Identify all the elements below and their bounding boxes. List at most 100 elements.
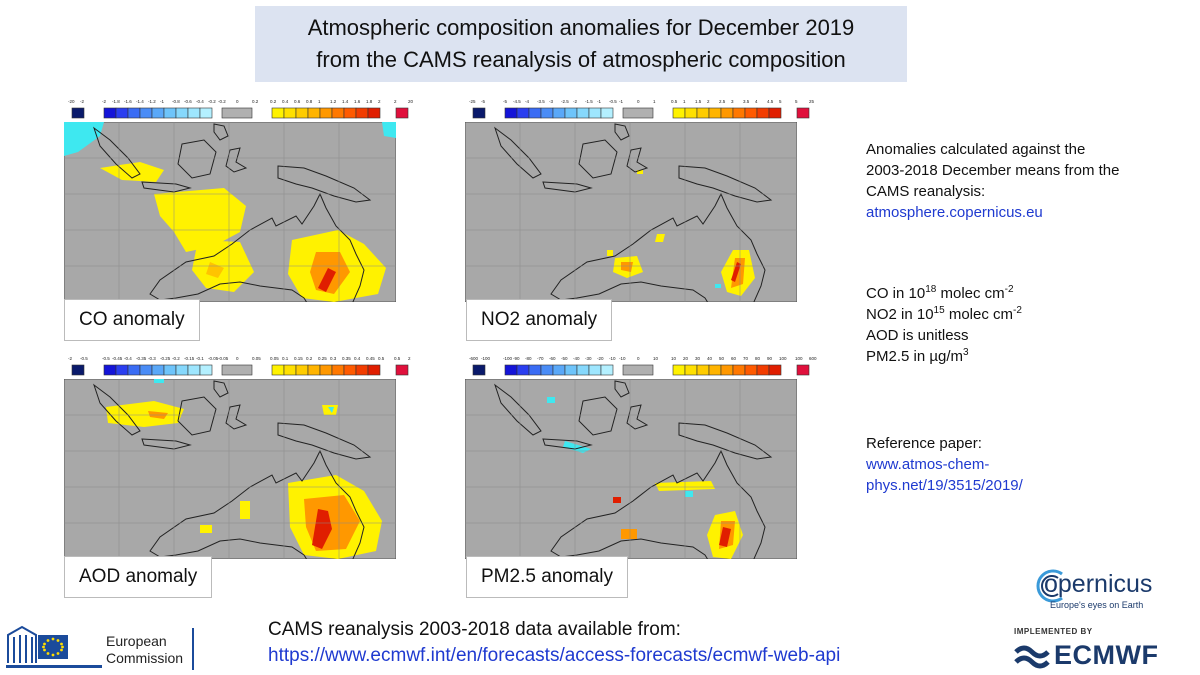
- pm25-peak-anomaly: [613, 497, 621, 503]
- colorbar-swatch: [295, 107, 309, 119]
- colorbar-tick-label: -1.8: [112, 99, 120, 104]
- co-negative-anomaly: [382, 122, 396, 138]
- colorbar-tick-label: -20: [597, 356, 604, 361]
- colorbar-swatch: [720, 364, 734, 376]
- colorbar-tick-label: 1.4: [342, 99, 349, 104]
- implemented-by-text: IMPLEMENTED BY: [1014, 627, 1093, 636]
- colorbar-swatch: [307, 364, 321, 376]
- coastline: [578, 396, 618, 436]
- map-content: [64, 379, 396, 559]
- colorbar-tick-label: 5: [779, 99, 782, 104]
- colorbar-tick-label: -2: [102, 99, 106, 104]
- colorbar-tick-label: -4.5: [513, 99, 521, 104]
- colorbar-swatch: [395, 107, 409, 119]
- colorbar-tick-label: 0.05: [252, 356, 261, 361]
- colorbar-swatch: [367, 364, 381, 376]
- colorbar-swatch: [744, 364, 758, 376]
- colorbar-swatch: [768, 107, 782, 119]
- colorbar-swatch: [71, 107, 85, 119]
- colorbar-tick-label: 1.5: [695, 99, 702, 104]
- colorbar-swatch: [504, 364, 518, 376]
- colorbar-tick-label: 0.2: [270, 99, 277, 104]
- colorbar-swatch: [127, 107, 141, 119]
- colorbar-tick-label: -1.6: [124, 99, 132, 104]
- no2-anomaly-panel: -25 -5 -5 -4.5 -4 -3.5 -3 -2.5 -2 -1.5 -1 -0.5 -1 0 1 0…: [455, 94, 835, 356]
- colorbar-swatch: [283, 364, 297, 376]
- colorbar-tick-label: -0.4: [124, 356, 132, 361]
- aod-anomaly-panel: -2 -0.5 -0.5 -0.45 -0.4 -0.35 -0.3 -0.25 -0.2 -0.…: [54, 351, 434, 613]
- colorbar-tick-label: 1: [683, 99, 686, 104]
- pm25-anomaly-label: PM2.5 anomaly: [466, 556, 629, 598]
- co-negative-anomaly: [64, 122, 104, 156]
- colorbar-swatch: [622, 364, 654, 376]
- copernicus-c-icon: [1036, 569, 1063, 603]
- colorbar-swatch: [696, 107, 710, 119]
- colorbar-tick-label: -70: [537, 356, 544, 361]
- ec-divider: [192, 628, 194, 670]
- colorbar-tick-label: -60: [549, 356, 556, 361]
- pm25-negative-anomaly: [685, 491, 693, 497]
- colorbar-tick-label: 2: [408, 356, 411, 361]
- colorbar-swatch: [139, 364, 153, 376]
- colorbar-tick-label: -3.5: [537, 99, 545, 104]
- colorbar-tick-label: 80: [755, 356, 761, 361]
- colorbar-tick-label: 1: [318, 99, 321, 104]
- colorbar-swatch: [472, 364, 486, 376]
- no2-positive-anomaly: [607, 250, 613, 256]
- european-commission-logo: [6, 625, 102, 668]
- colorbar-tick-label: -0.6: [184, 99, 192, 104]
- colorbar-swatch: [600, 364, 614, 376]
- coastline: [550, 192, 766, 302]
- colorbar-tick-label: -4: [525, 99, 529, 104]
- colorbar-swatch: [127, 364, 141, 376]
- colorbar-swatch: [672, 364, 686, 376]
- colorbar-swatch: [564, 364, 578, 376]
- colorbar-swatch: [516, 364, 530, 376]
- co-positive-anomaly: [100, 162, 164, 182]
- colorbar-swatch: [115, 364, 129, 376]
- co-positive-anomaly: [154, 188, 246, 252]
- colorbar-swatch: [355, 107, 369, 119]
- colorbar-swatch: [331, 107, 345, 119]
- method-line-3: CAMS reanalysis:: [866, 183, 986, 200]
- colorbar-tick-label: 0.05: [270, 356, 279, 361]
- reference-link-line-1[interactable]: www.atmos-chem-: [866, 456, 990, 473]
- aod-negative-anomaly: [328, 407, 334, 413]
- coastline: [542, 181, 593, 193]
- method-line-2: 2003-2018 December means from the: [866, 162, 1120, 179]
- title-line-1: Atmospheric composition anomalies for De…: [307, 15, 855, 40]
- colorbar-swatch: [221, 107, 253, 119]
- units-text: CO in 1018 molec cm-2 NO2 in 1015 molec …: [866, 283, 1022, 367]
- colorbar-swatch: [319, 364, 333, 376]
- colorbar-tick-label: 0.35: [342, 356, 351, 361]
- colorbar-tick-label: 50: [719, 356, 725, 361]
- no2-positive-anomaly: [655, 234, 665, 242]
- pm25-anomaly-panel: -600 -100 -100 -90 -80 -70 -60 -50 -40 -30 -20 -10-…: [455, 351, 835, 613]
- colorbar-swatch: [139, 107, 153, 119]
- colorbar-swatch: [540, 364, 554, 376]
- colorbar-tick-label: 10: [671, 356, 677, 361]
- coastline: [614, 380, 630, 398]
- colorbar-tick-label: -80: [525, 356, 532, 361]
- colorbar-swatch: [744, 107, 758, 119]
- coastline: [614, 123, 630, 141]
- ecmwf-wave-icon: [1014, 645, 1050, 669]
- colorbar-tick-label: 2: [378, 99, 381, 104]
- co-anomaly-panel: -20 -2 -2 -1.8 -1.6 -1.4 -1.2 -1 -0.8 -0.6 -0.4 -0.…: [54, 94, 434, 356]
- coastline: [626, 147, 649, 173]
- colorbar-tick-label: 20: [683, 356, 689, 361]
- colorbar-tick-label: -0.5: [80, 356, 88, 361]
- reference-link-line-2[interactable]: phys.net/19/3515/2019/: [866, 477, 1023, 494]
- aod-anomaly-map: [64, 379, 396, 559]
- colorbar-swatch: [472, 107, 486, 119]
- aod-units: AOD is unitless: [866, 327, 969, 344]
- title-line-2: from the CAMS reanalysis of atmospheric …: [316, 47, 846, 72]
- copernicus-atmosphere-link[interactable]: atmosphere.copernicus.eu: [866, 204, 1043, 221]
- colorbar-swatch: [504, 107, 518, 119]
- data-availability-line: CAMS reanalysis 2003-2018 data available…: [268, 619, 681, 640]
- ecmwf-web-api-link[interactable]: https://www.ecmwf.int/en/forecasts/acces…: [268, 645, 841, 666]
- colorbar-tick-label: 1.2: [330, 99, 337, 104]
- coastline: [225, 147, 248, 173]
- no2-peak-anomaly: [731, 262, 741, 282]
- colorbar-tick-label: 5: [795, 99, 798, 104]
